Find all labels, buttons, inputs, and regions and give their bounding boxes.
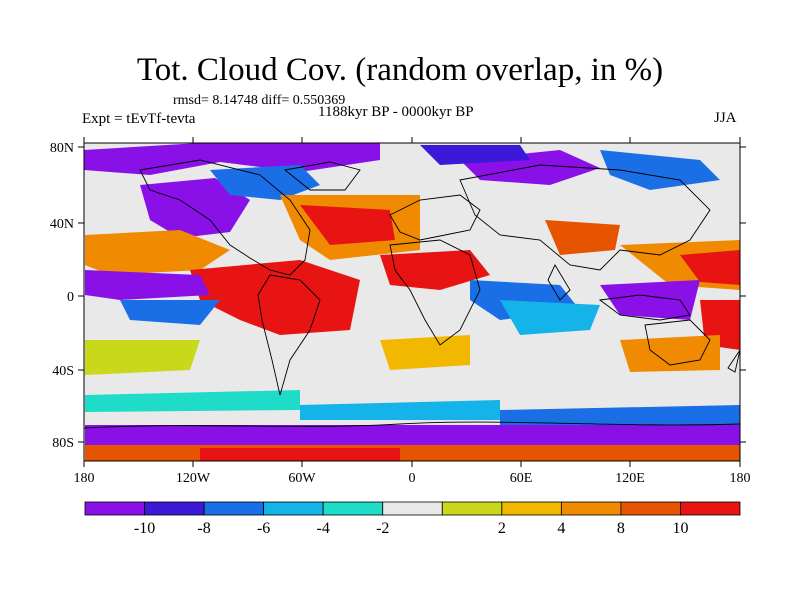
field-blob bbox=[380, 250, 490, 290]
colorbar-label: -10 bbox=[134, 520, 155, 537]
field-blob bbox=[190, 260, 360, 335]
lon-tick-label: 180 bbox=[74, 471, 95, 486]
colorbar-label: 10 bbox=[672, 520, 688, 537]
field-blob bbox=[600, 150, 720, 190]
field-blob bbox=[300, 205, 395, 245]
coastlines bbox=[84, 159, 740, 429]
field-blob bbox=[85, 425, 740, 445]
lon-tick-labels: 180 120W 60W 0 60E 120E 180 bbox=[74, 471, 751, 486]
field-blob bbox=[680, 250, 740, 285]
field-blob bbox=[420, 145, 530, 165]
lat-tick-label: 80N bbox=[50, 141, 74, 156]
figure-title: Tot. Cloud Cov. (random overlap, in %) bbox=[136, 52, 664, 88]
colorbar-bin bbox=[680, 501, 741, 516]
colorbar bbox=[84, 501, 741, 516]
lon-tick-label: 60E bbox=[510, 471, 533, 486]
lon-tick-label: 0 bbox=[409, 471, 416, 486]
field-blob bbox=[620, 335, 720, 372]
field-blob bbox=[500, 405, 740, 428]
colorbar-bin bbox=[560, 501, 622, 516]
colorbar-label: -8 bbox=[197, 520, 210, 537]
field-blob bbox=[600, 280, 700, 320]
field-blob bbox=[210, 165, 320, 200]
lon-tick-label: 180 bbox=[730, 471, 751, 486]
colorbar-bin bbox=[84, 501, 145, 516]
field-blob bbox=[380, 335, 470, 370]
colorbar-bin bbox=[144, 501, 205, 516]
colorbar-label: 2 bbox=[498, 520, 506, 537]
field-blob bbox=[300, 400, 500, 420]
axis-ticks bbox=[78, 137, 746, 467]
field-blob bbox=[85, 390, 300, 412]
colorbar-label: -4 bbox=[317, 520, 330, 537]
field-blob bbox=[85, 230, 230, 275]
lon-tick-label: 60W bbox=[288, 471, 316, 486]
field-blob bbox=[85, 445, 740, 461]
colorbar-bin bbox=[263, 501, 324, 516]
field-blob bbox=[120, 300, 220, 325]
field-blob bbox=[200, 448, 400, 461]
field-blob bbox=[85, 340, 200, 375]
season-label: JJA bbox=[714, 110, 737, 126]
colorbar-bin bbox=[203, 501, 265, 516]
experiment-label: Expt = tEvTf-tevta bbox=[82, 111, 196, 127]
colorbar-label: 8 bbox=[617, 520, 625, 537]
stats-label: rmsd= 8.14748 diff= 0.550369 bbox=[173, 93, 346, 108]
lat-tick-label: 0 bbox=[67, 290, 74, 305]
lon-tick-label: 120E bbox=[615, 471, 645, 486]
lat-tick-labels: 80N 40N 0 40S 80S bbox=[50, 141, 74, 451]
lat-tick-label: 40N bbox=[50, 217, 74, 232]
colorbar-bin bbox=[501, 501, 562, 516]
colorbar-bin bbox=[322, 501, 384, 516]
colorbar-bin bbox=[441, 501, 503, 516]
field-blob bbox=[85, 270, 210, 300]
colorbar-label: -6 bbox=[257, 520, 270, 537]
period-label: 1188kyr BP - 0000kyr BP bbox=[318, 104, 474, 120]
lat-tick-label: 40S bbox=[52, 364, 74, 379]
lat-tick-label: 80S bbox=[52, 436, 74, 451]
field-blob bbox=[500, 300, 600, 335]
colorbar-label: 4 bbox=[557, 520, 565, 537]
colorbar-label: -2 bbox=[376, 520, 389, 537]
field-blob bbox=[140, 178, 250, 238]
colorbar-bin bbox=[620, 501, 681, 516]
field-blob bbox=[545, 220, 620, 255]
lon-tick-label: 120W bbox=[176, 471, 211, 486]
map-field bbox=[84, 143, 740, 461]
colorbar-labels: -10 -8 -6 -4 -2 2 4 8 10 bbox=[134, 520, 689, 537]
colorbar-bin bbox=[382, 501, 443, 516]
